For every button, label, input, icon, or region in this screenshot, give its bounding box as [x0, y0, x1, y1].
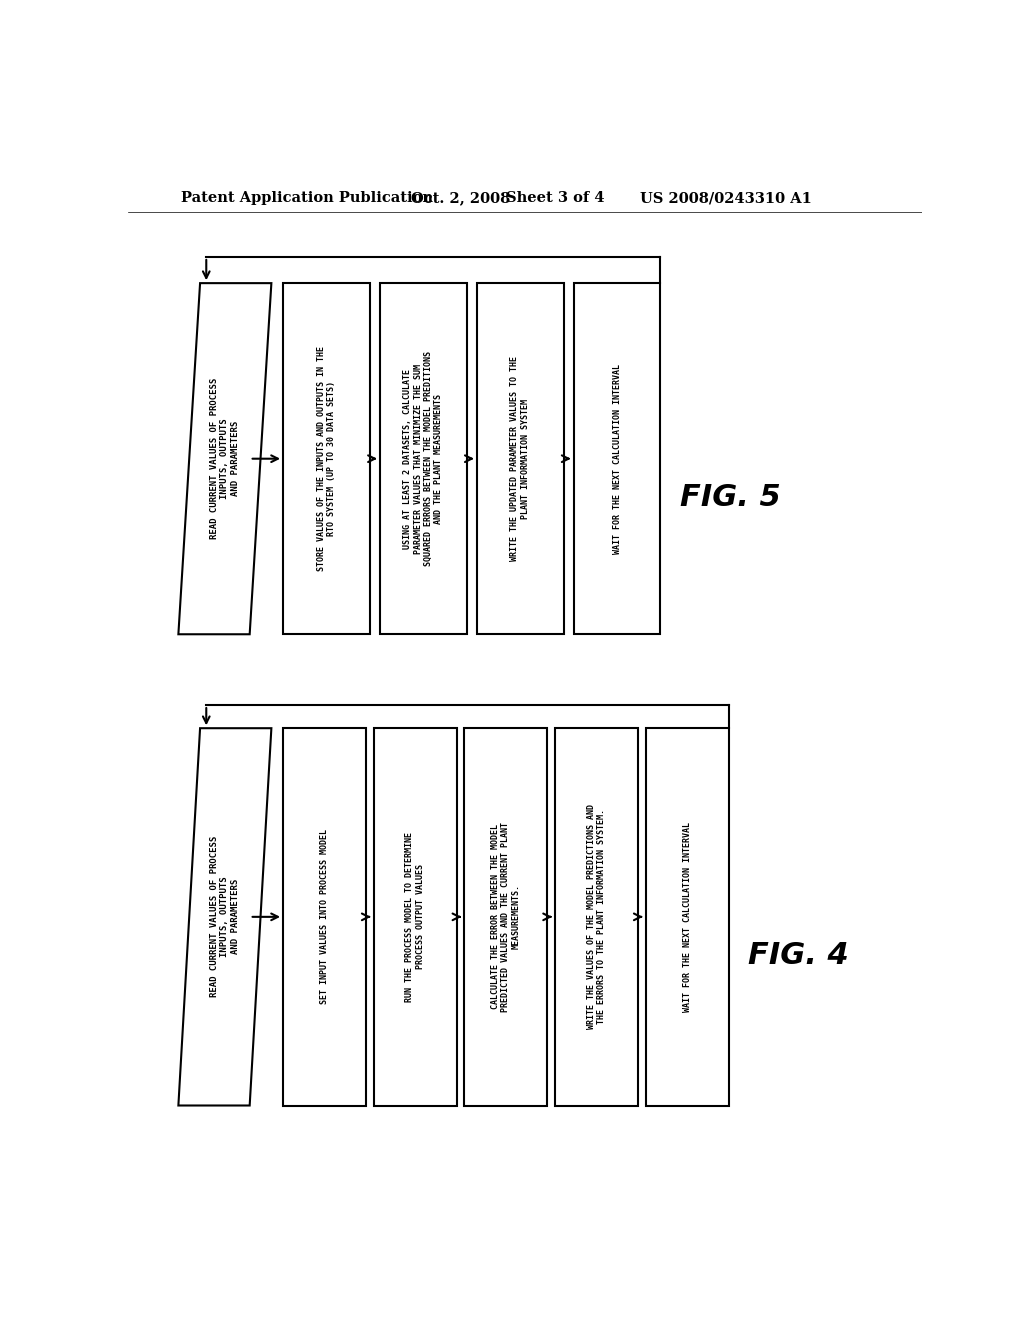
Text: WRITE THE UPDATED PARAMETER VALUES TO THE
PLANT INFORMATION SYSTEM: WRITE THE UPDATED PARAMETER VALUES TO TH… — [510, 356, 529, 561]
Text: FIG. 4: FIG. 4 — [748, 941, 849, 970]
Text: USING AT LEAST 2 DATASETS, CALCULATE
PARAMETER VALUES THAT MINIMIZE THE SUM
SQUA: USING AT LEAST 2 DATASETS, CALCULATE PAR… — [403, 351, 443, 566]
Text: Sheet 3 of 4: Sheet 3 of 4 — [506, 191, 605, 206]
Text: STORE VALUES OF THE INPUTS AND OUTPUTS IN THE
RTO SYSTEM (UP TO 30 DATA SETS): STORE VALUES OF THE INPUTS AND OUTPUTS I… — [316, 346, 336, 572]
Polygon shape — [178, 284, 271, 635]
Text: WAIT FOR THE NEXT CALCULATION INTERVAL: WAIT FOR THE NEXT CALCULATION INTERVAL — [683, 822, 691, 1012]
Text: FIG. 5: FIG. 5 — [680, 483, 780, 512]
Text: WAIT FOR THE NEXT CALCULATION INTERVAL: WAIT FOR THE NEXT CALCULATION INTERVAL — [612, 364, 622, 553]
Bar — [555, 729, 638, 1106]
Bar — [573, 284, 660, 635]
Text: READ CURRENT VALUES OF PROCESS
INPUTS, OUTPUTS
AND PARAMETERS: READ CURRENT VALUES OF PROCESS INPUTS, O… — [210, 837, 240, 998]
Text: RUN THE PROCESS MODEL TO DETERMINE
PROCESS OUTPUT VALUES: RUN THE PROCESS MODEL TO DETERMINE PROCE… — [406, 832, 425, 1002]
Text: CALCULATE THE ERROR BETWEEN THE MODEL
PREDICTED VALUES AND THE CURRENT PLANT
MEA: CALCULATE THE ERROR BETWEEN THE MODEL PR… — [490, 822, 521, 1012]
Polygon shape — [178, 729, 271, 1106]
Bar — [464, 729, 547, 1106]
Bar — [477, 284, 563, 635]
Text: Patent Application Publication: Patent Application Publication — [180, 191, 433, 206]
Text: WRITE THE VALUES OF THE MODEL PREDICTIONS AND
THE ERRORS TO THE PLANT INFORMATIO: WRITE THE VALUES OF THE MODEL PREDICTION… — [587, 804, 606, 1030]
Bar — [283, 729, 366, 1106]
Bar — [380, 284, 467, 635]
Text: Oct. 2, 2008: Oct. 2, 2008 — [411, 191, 510, 206]
Text: SET INPUT VALUES INTO PROCESS MODEL: SET INPUT VALUES INTO PROCESS MODEL — [319, 829, 329, 1005]
Bar — [283, 284, 370, 635]
Text: US 2008/0243310 A1: US 2008/0243310 A1 — [640, 191, 811, 206]
Text: READ CURRENT VALUES OF PROCESS
INPUTS, OUTPUTS
AND PARAMETERS: READ CURRENT VALUES OF PROCESS INPUTS, O… — [210, 378, 240, 540]
Bar — [374, 729, 457, 1106]
Bar — [646, 729, 729, 1106]
